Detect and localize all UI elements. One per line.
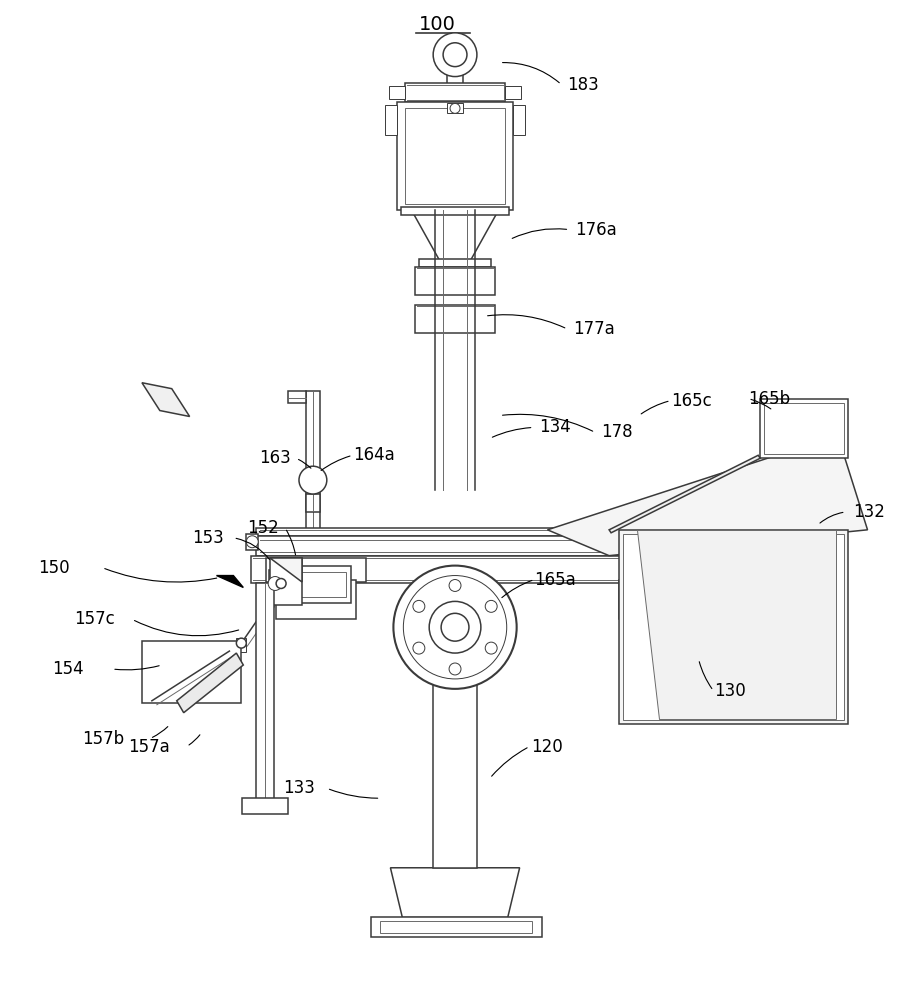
Circle shape bbox=[485, 642, 497, 654]
Bar bbox=[415, 305, 495, 333]
Text: 120: 120 bbox=[532, 738, 563, 756]
Bar bbox=[406, 108, 504, 204]
Bar bbox=[269, 570, 281, 599]
Text: 176a: 176a bbox=[575, 221, 617, 239]
Text: 133: 133 bbox=[283, 779, 315, 797]
Text: 154: 154 bbox=[53, 660, 84, 678]
Bar bbox=[281, 572, 346, 597]
Circle shape bbox=[413, 642, 425, 654]
Bar bbox=[252, 556, 724, 583]
Text: 177a: 177a bbox=[573, 320, 615, 338]
Bar bbox=[385, 105, 397, 135]
Bar bbox=[619, 580, 699, 619]
Bar bbox=[623, 534, 844, 720]
Bar bbox=[266, 558, 366, 582]
Polygon shape bbox=[142, 383, 190, 417]
Bar bbox=[281, 566, 350, 603]
Circle shape bbox=[246, 536, 258, 548]
Text: 134: 134 bbox=[539, 418, 572, 436]
Circle shape bbox=[441, 613, 469, 641]
Text: 150: 150 bbox=[39, 559, 70, 577]
Bar bbox=[256, 536, 718, 556]
Text: 157c: 157c bbox=[75, 610, 115, 628]
Bar bbox=[447, 71, 463, 85]
Circle shape bbox=[433, 33, 477, 77]
Bar bbox=[246, 534, 258, 550]
Bar bbox=[513, 105, 525, 135]
Text: 178: 178 bbox=[601, 423, 632, 441]
Polygon shape bbox=[177, 653, 243, 713]
Circle shape bbox=[450, 103, 460, 113]
Text: 163: 163 bbox=[259, 449, 291, 467]
Text: 100: 100 bbox=[419, 15, 455, 34]
Circle shape bbox=[299, 466, 326, 494]
Bar bbox=[504, 86, 521, 99]
Bar bbox=[619, 530, 847, 724]
Bar bbox=[236, 638, 246, 652]
Bar bbox=[420, 259, 491, 267]
Text: 130: 130 bbox=[715, 682, 746, 700]
Bar bbox=[242, 798, 288, 814]
Text: 165a: 165a bbox=[535, 571, 576, 589]
Text: 164a: 164a bbox=[352, 446, 395, 464]
Circle shape bbox=[485, 600, 497, 612]
Bar bbox=[764, 403, 844, 454]
Polygon shape bbox=[286, 583, 346, 607]
Bar bbox=[389, 86, 406, 99]
Text: 165c: 165c bbox=[670, 392, 712, 410]
Circle shape bbox=[443, 43, 467, 67]
Bar bbox=[142, 641, 242, 703]
Bar bbox=[276, 580, 356, 619]
Bar bbox=[371, 917, 541, 937]
Bar bbox=[397, 102, 513, 210]
Bar bbox=[760, 399, 847, 458]
Bar bbox=[401, 207, 509, 215]
Circle shape bbox=[268, 577, 282, 590]
Bar bbox=[306, 494, 320, 512]
Polygon shape bbox=[629, 583, 689, 607]
Text: 157a: 157a bbox=[128, 738, 170, 756]
Text: 157b: 157b bbox=[82, 730, 124, 748]
Bar bbox=[256, 583, 274, 802]
Polygon shape bbox=[390, 868, 520, 917]
Text: 165b: 165b bbox=[749, 390, 790, 408]
Circle shape bbox=[430, 601, 481, 653]
Bar bbox=[256, 528, 718, 536]
Bar bbox=[415, 267, 495, 295]
Polygon shape bbox=[637, 530, 835, 719]
Bar bbox=[433, 583, 477, 868]
Circle shape bbox=[236, 638, 246, 648]
Polygon shape bbox=[270, 558, 302, 582]
Bar bbox=[306, 391, 320, 565]
Bar bbox=[270, 558, 302, 605]
Circle shape bbox=[394, 566, 516, 689]
Circle shape bbox=[413, 600, 425, 612]
Circle shape bbox=[403, 576, 507, 679]
Polygon shape bbox=[609, 455, 760, 533]
Bar bbox=[447, 103, 463, 113]
Circle shape bbox=[276, 579, 286, 588]
Polygon shape bbox=[217, 576, 243, 587]
Circle shape bbox=[449, 580, 461, 591]
Text: 132: 132 bbox=[854, 503, 885, 521]
Bar bbox=[288, 391, 306, 403]
Bar bbox=[406, 83, 504, 102]
Text: 153: 153 bbox=[192, 529, 223, 547]
Polygon shape bbox=[411, 210, 499, 261]
Text: 183: 183 bbox=[567, 76, 599, 94]
Bar bbox=[381, 921, 532, 933]
Polygon shape bbox=[548, 435, 868, 556]
Circle shape bbox=[449, 663, 461, 675]
Text: 152: 152 bbox=[247, 519, 279, 537]
